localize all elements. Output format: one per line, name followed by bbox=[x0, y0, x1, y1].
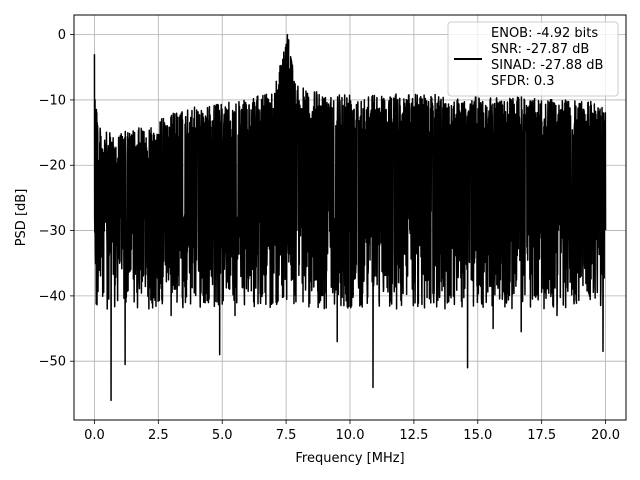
x-tick-label: 20.0 bbox=[591, 428, 620, 443]
legend-entry-sfdr: SFDR: 0.3 bbox=[491, 74, 555, 89]
axis-ticks: 0.0 2.5 5.0 7.5 10.0 12.5 15.0 17.5 20.0 0 −10 −20 −… bbox=[39, 28, 620, 443]
x-tick-label: 15.0 bbox=[463, 428, 492, 443]
y-tick-label: −30 bbox=[39, 224, 66, 239]
x-tick-label: 7.5 bbox=[276, 428, 297, 443]
y-axis-label: PSD [dB] bbox=[14, 189, 29, 247]
x-tick-label: 10.0 bbox=[336, 428, 365, 443]
x-tick-label: 0.0 bbox=[84, 428, 105, 443]
y-tick-label: −50 bbox=[39, 355, 66, 370]
legend-box bbox=[447, 21, 619, 97]
series-line bbox=[93, 33, 607, 402]
x-axis-label: Frequency [MHz] bbox=[295, 451, 404, 466]
legend: ENOB: -4.92 bits SNR: -27.87 dB SINAD: -… bbox=[447, 21, 619, 97]
x-tick-label: 2.5 bbox=[148, 428, 169, 443]
y-tick-label: −40 bbox=[39, 289, 66, 304]
x-tick-label: 5.0 bbox=[212, 428, 233, 443]
x-tick-label: 12.5 bbox=[399, 428, 428, 443]
legend-entry-snr: SNR: -27.87 dB bbox=[491, 42, 589, 57]
y-tick-label: 0 bbox=[58, 28, 66, 43]
y-tick-label: −20 bbox=[39, 159, 66, 174]
legend-entry-enob: ENOB: -4.92 bits bbox=[491, 26, 598, 41]
legend-entry-sinad: SINAD: -27.88 dB bbox=[491, 58, 603, 73]
y-tick-label: −10 bbox=[39, 93, 66, 108]
series-psd bbox=[93, 33, 607, 402]
x-tick-label: 17.5 bbox=[527, 428, 556, 443]
